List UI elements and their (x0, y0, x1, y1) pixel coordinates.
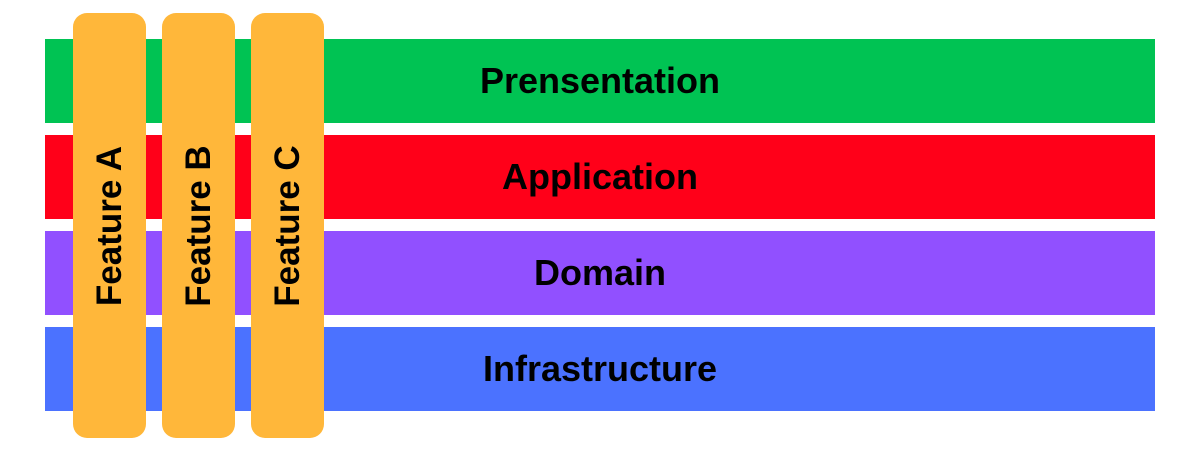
feature-a-column: Feature A (73, 13, 146, 438)
layer-label-domain: Domain (533, 252, 667, 293)
feature-c-column: Feature C (251, 13, 324, 438)
layer-label-application: Application (502, 156, 698, 197)
feature-c-label: Feature C (267, 144, 307, 307)
feature-b-label: Feature B (178, 144, 218, 307)
layer-label-infrastructure: Infrastructure (482, 348, 718, 389)
feature-b-column: Feature B (162, 13, 235, 438)
feature-a-label: Feature A (89, 145, 129, 306)
layer-label-presentation: Prensentation (479, 60, 721, 101)
